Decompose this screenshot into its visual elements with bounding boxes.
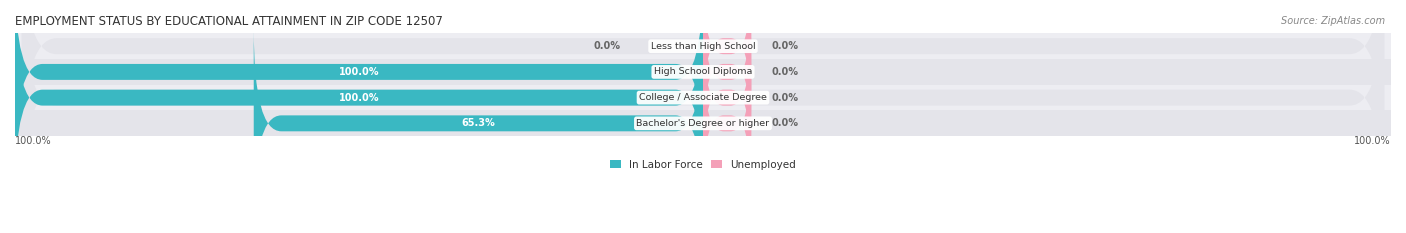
FancyBboxPatch shape <box>22 0 1384 167</box>
Text: High School Diploma: High School Diploma <box>654 67 752 76</box>
Text: 100.0%: 100.0% <box>339 67 380 77</box>
FancyBboxPatch shape <box>22 0 1384 192</box>
Text: 100.0%: 100.0% <box>15 136 52 146</box>
FancyBboxPatch shape <box>15 3 703 192</box>
Legend: In Labor Force, Unemployed: In Labor Force, Unemployed <box>606 156 800 174</box>
Text: 100.0%: 100.0% <box>1354 136 1391 146</box>
Text: EMPLOYMENT STATUS BY EDUCATIONAL ATTAINMENT IN ZIP CODE 12507: EMPLOYMENT STATUS BY EDUCATIONAL ATTAINM… <box>15 15 443 28</box>
Text: Bachelor's Degree or higher: Bachelor's Degree or higher <box>637 119 769 128</box>
FancyBboxPatch shape <box>703 0 751 115</box>
Text: Source: ZipAtlas.com: Source: ZipAtlas.com <box>1281 16 1385 26</box>
FancyBboxPatch shape <box>703 3 751 141</box>
FancyBboxPatch shape <box>22 3 1384 233</box>
Bar <box>15 59 1391 85</box>
Text: College / Associate Degree: College / Associate Degree <box>640 93 766 102</box>
Text: 0.0%: 0.0% <box>593 41 620 51</box>
Bar <box>15 85 1391 110</box>
Text: 100.0%: 100.0% <box>339 93 380 103</box>
Text: Less than High School: Less than High School <box>651 42 755 51</box>
Text: 0.0%: 0.0% <box>772 118 799 128</box>
FancyBboxPatch shape <box>703 28 751 167</box>
FancyBboxPatch shape <box>703 54 751 192</box>
FancyBboxPatch shape <box>22 0 1384 218</box>
Bar <box>15 110 1391 136</box>
Text: 0.0%: 0.0% <box>772 93 799 103</box>
Text: 0.0%: 0.0% <box>772 41 799 51</box>
Bar <box>15 33 1391 59</box>
FancyBboxPatch shape <box>15 0 703 167</box>
Text: 65.3%: 65.3% <box>461 118 495 128</box>
Text: 0.0%: 0.0% <box>772 67 799 77</box>
FancyBboxPatch shape <box>253 28 703 218</box>
